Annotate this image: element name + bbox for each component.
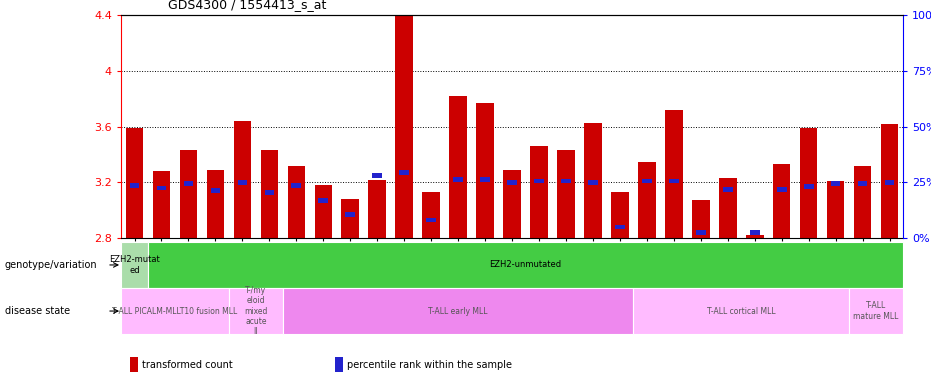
Bar [531,146,547,238]
Bar [234,121,251,238]
Text: transformed count: transformed count [142,360,233,370]
Bar [719,178,736,238]
Bar [696,230,706,235]
Text: EZH2-unmutated: EZH2-unmutated [490,260,561,270]
Text: disease state: disease state [5,306,70,316]
Bar [291,183,301,188]
Bar [830,181,841,186]
Bar [633,288,849,334]
Text: EZH2-mutat
ed: EZH2-mutat ed [109,255,160,275]
Bar [881,124,898,238]
Bar [318,198,328,203]
Bar [776,187,787,192]
Bar [261,151,278,238]
Bar [237,180,248,185]
Bar [827,181,844,238]
Bar [854,166,871,238]
Bar [480,177,490,182]
Bar [507,180,517,185]
Bar [288,166,305,238]
Bar [723,187,733,192]
Bar [369,180,386,238]
Bar [800,128,817,238]
Bar [399,170,409,175]
Bar [396,8,413,238]
Bar [450,96,466,238]
Bar [558,151,574,238]
Text: T-ALL early MLL: T-ALL early MLL [428,306,488,316]
Bar [229,288,283,334]
Bar [588,180,598,185]
Bar [183,181,194,186]
Bar [121,242,148,288]
Bar [453,177,463,182]
Bar [803,184,814,189]
Bar [126,128,143,238]
Bar [665,110,682,238]
Bar [584,122,601,238]
Bar [342,199,359,238]
Bar [477,103,493,238]
Bar [849,288,903,334]
Bar [773,164,790,238]
Bar [857,181,868,186]
Bar [534,179,544,184]
Bar [638,162,655,238]
Bar [611,192,628,238]
Bar [692,200,709,238]
Bar [180,151,197,238]
Text: T-ALL
mature MLL: T-ALL mature MLL [854,301,898,321]
Text: T-ALL PICALM-MLLT10 fusion MLL: T-ALL PICALM-MLLT10 fusion MLL [113,306,237,316]
Bar [129,183,140,188]
Bar [207,170,224,238]
Bar [884,180,895,185]
Bar [121,288,229,334]
Text: GDS4300 / 1554413_s_at: GDS4300 / 1554413_s_at [168,0,326,12]
Bar [210,188,221,193]
Bar [750,230,760,235]
Bar [283,288,633,334]
Text: genotype/variation: genotype/variation [5,260,97,270]
Bar [264,190,274,195]
Text: T-ALL cortical MLL: T-ALL cortical MLL [707,306,776,316]
Bar [345,212,355,217]
Bar [615,225,625,229]
Bar [642,179,652,184]
Bar [153,171,170,238]
Bar [315,185,332,238]
Bar [426,218,436,222]
Bar [669,179,679,184]
Bar [156,185,167,190]
Bar [423,192,440,238]
Text: percentile rank within the sample: percentile rank within the sample [347,360,512,370]
Bar [746,235,763,238]
Bar [504,170,520,238]
Bar [372,173,382,178]
Text: T-/my
eloid
mixed
acute
ll: T-/my eloid mixed acute ll [244,286,267,336]
Bar [561,179,571,184]
